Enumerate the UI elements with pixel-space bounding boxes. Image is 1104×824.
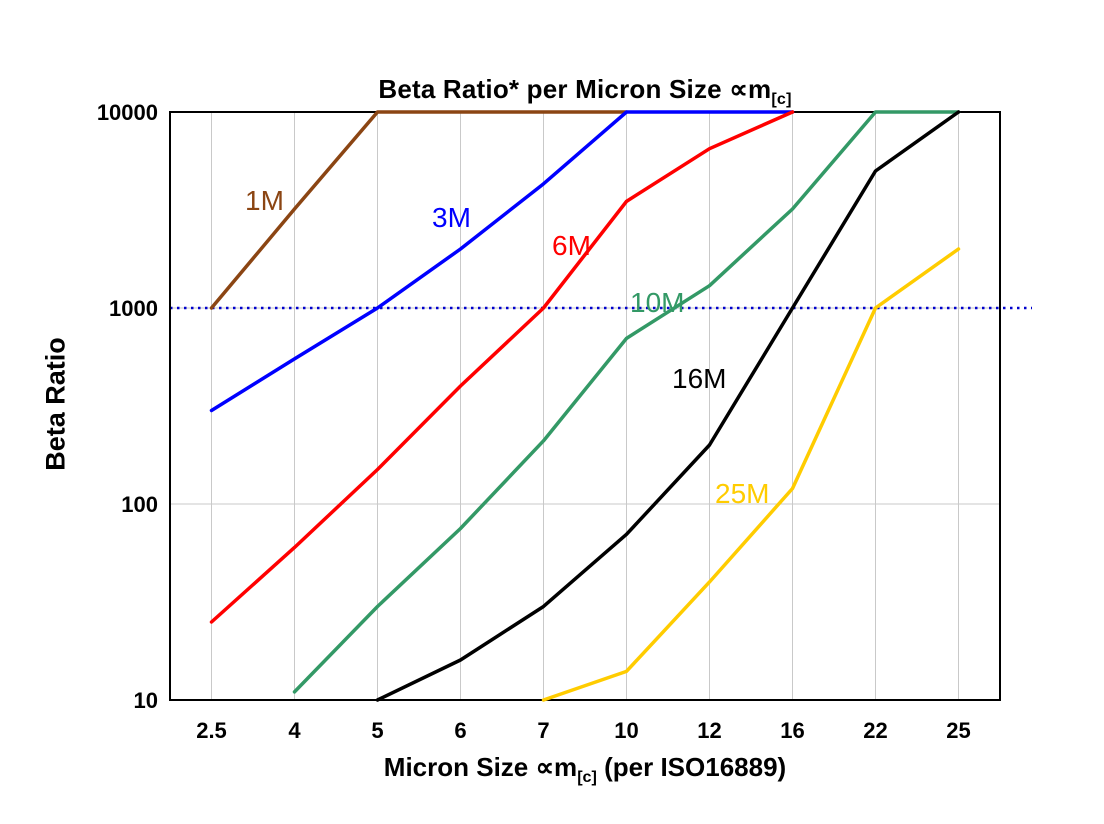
x-tick-label-22: 22 <box>863 718 887 743</box>
series-label-3M: 3M <box>432 202 471 233</box>
x-tick-label-2.5: 2.5 <box>196 718 227 743</box>
series-label-1M: 1M <box>245 185 284 216</box>
y-tick-label-10000: 10000 <box>97 100 158 125</box>
y-tick-label-10: 10 <box>134 688 158 713</box>
x-tick-label-16: 16 <box>780 718 804 743</box>
chart-title-unit: ∝m <box>729 74 772 104</box>
x-tick-label-7: 7 <box>537 718 549 743</box>
x-tick-label-10: 10 <box>614 718 638 743</box>
series-label-25M: 25M <box>715 478 769 509</box>
x-tick-label-6: 6 <box>454 718 466 743</box>
y-tick-label-100: 100 <box>121 492 158 517</box>
chart-title-text: Beta Ratio* per Micron Size <box>378 74 730 104</box>
chart-title-subscript: [c] <box>771 90 792 109</box>
x-axis-label-suffix: (per ISO16889) <box>596 752 787 782</box>
series-line-3M <box>209 110 795 413</box>
x-tick-label-4: 4 <box>288 718 301 743</box>
x-axis-label-text: Micron Size <box>383 752 536 782</box>
chart-title: Beta Ratio* per Micron Size ∝m[c] <box>170 74 1000 109</box>
y-tick-label-1000: 1000 <box>109 296 158 321</box>
x-tick-label-12: 12 <box>697 718 721 743</box>
series-label-10M: 10M <box>630 287 684 318</box>
x-tick-label-5: 5 <box>371 718 383 743</box>
series-line-10M <box>292 110 961 694</box>
x-tick-label-25: 25 <box>946 718 970 743</box>
x-axis-label-unit: ∝m <box>535 752 578 782</box>
x-axis-label-subscript: [c] <box>577 768 597 787</box>
series-line-16M <box>375 110 961 702</box>
series-line-6M <box>209 110 795 624</box>
series-line-1M <box>209 110 629 310</box>
x-axis-label: Micron Size ∝m[c] (per ISO16889) <box>150 752 1020 787</box>
series-line-25M <box>541 247 961 702</box>
series-label-16M: 16M <box>672 363 726 394</box>
series-label-6M: 6M <box>552 230 591 261</box>
